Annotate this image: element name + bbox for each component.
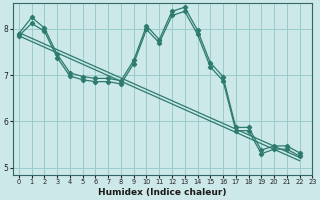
- X-axis label: Humidex (Indice chaleur): Humidex (Indice chaleur): [98, 188, 227, 197]
